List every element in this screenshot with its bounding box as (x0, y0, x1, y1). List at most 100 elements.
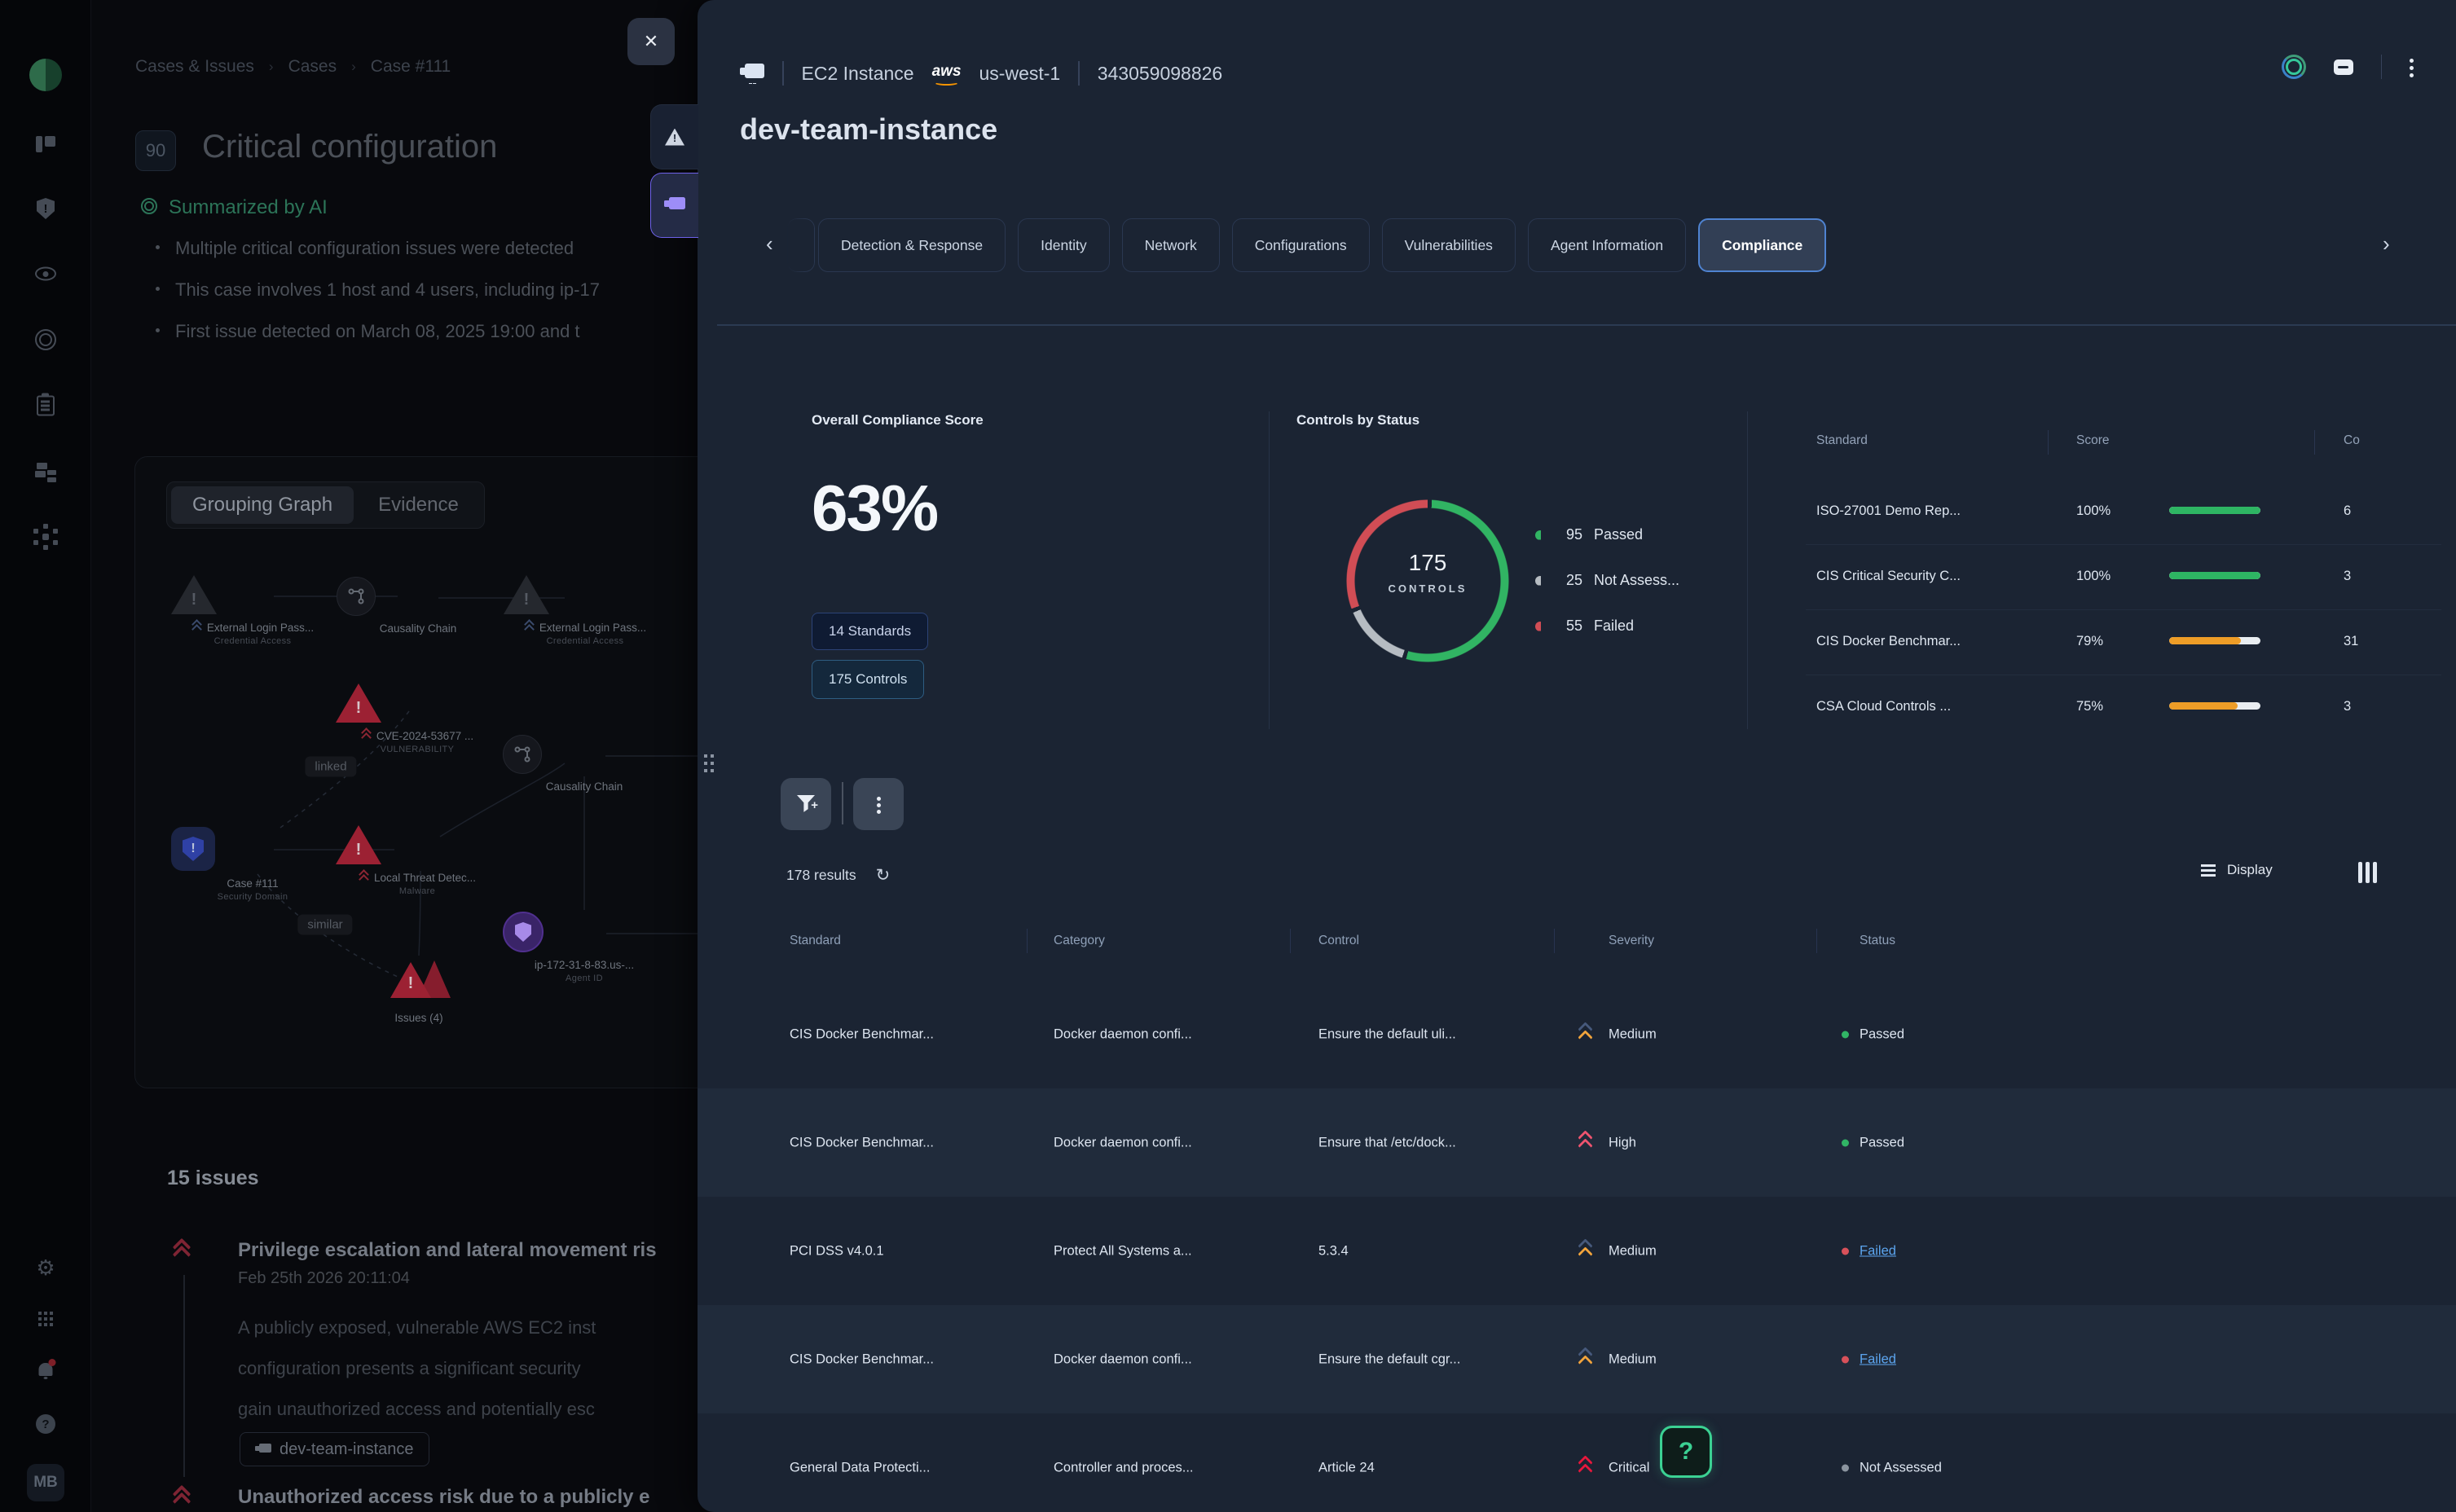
filter-funnel-icon (797, 795, 818, 813)
dashboard-icon[interactable] (36, 136, 55, 152)
controls-count-badge[interactable]: 175 Controls (812, 660, 925, 699)
alerts-side-tab[interactable]: ! (650, 104, 698, 169)
status-text: Not Assessed (1860, 1460, 1942, 1475)
display-button[interactable]: Display (2201, 862, 2273, 878)
graph-node[interactable]: ! Issues (4) (337, 960, 500, 1024)
graph-node[interactable]: ! Local Threat Detec... Malware (336, 825, 499, 896)
graph-node[interactable]: ! CVE-2024-53677 ... VULNERABILITY (336, 683, 499, 754)
tab-vulnerabilities[interactable]: Vulnerabilities (1381, 218, 1516, 272)
tab-detection-response[interactable]: Detection & Response (818, 218, 1006, 272)
ai-bullet: This case involves 1 host and 4 users, i… (156, 279, 600, 300)
standards-col-header[interactable]: Standard (1816, 433, 1868, 447)
case-score-badge: 90 (135, 130, 176, 171)
tabs-scroll-left-icon[interactable]: ‹ (766, 231, 773, 256)
col-category[interactable]: Category (1054, 934, 1105, 947)
col-severity[interactable]: Severity (1609, 934, 1654, 947)
status-text: Passed (1860, 1026, 1905, 1041)
edge-label-similar: similar (297, 914, 353, 935)
issue-description: A publicly exposed, vulnerable AWS EC2 i… (238, 1317, 596, 1419)
status-dot (1842, 1247, 1849, 1255)
breadcrumb-case-111[interactable]: Case #111 (370, 57, 451, 76)
graph-node[interactable]: Causality Chain (503, 735, 666, 793)
tab-identity[interactable]: Identity (1018, 218, 1110, 272)
score-col-header[interactable]: Score (2076, 433, 2110, 447)
user-avatar[interactable]: MB (27, 1464, 64, 1501)
results-count-row: 178 results ↻ (786, 865, 890, 886)
issues-thread-line (183, 1275, 185, 1477)
standards-count-badge[interactable]: 14 Standards (812, 613, 929, 650)
app-grid-icon[interactable] (38, 1312, 42, 1315)
ai-rings-icon[interactable] (2281, 55, 2306, 79)
graph-cluster-icon[interactable] (42, 534, 49, 540)
warning-triangle-icon: ! (504, 575, 549, 614)
drawer-actions (2281, 51, 2414, 83)
col-status[interactable]: Status (1860, 934, 1895, 947)
score-bar (2169, 572, 2260, 579)
aws-logo: aws (932, 63, 962, 86)
breadcrumb: Cases & Issues › Cases › Case #111 (135, 57, 451, 76)
table-row[interactable]: PCI DSS v4.0.1 Protect All Systems a... … (698, 1197, 2456, 1305)
table-row[interactable]: CIS Docker Benchmar... Docker daemon con… (698, 980, 2456, 1088)
tab-network[interactable]: Network (1121, 218, 1220, 272)
graph-node[interactable]: ip-172-31-8-83.us-... Agent ID (503, 912, 666, 983)
settings-gear-icon[interactable]: ⚙ (36, 1255, 55, 1280)
filter-more-button[interactable] (853, 778, 904, 830)
asset-tag-badge[interactable]: dev-team-instance (240, 1432, 429, 1466)
brand-logo-icon[interactable] (29, 59, 62, 91)
inventory-icon[interactable] (35, 463, 56, 479)
tab-agent-information[interactable]: Agent Information (1527, 218, 1687, 272)
score-bar (2169, 507, 2260, 514)
ai-summary-icon (141, 198, 157, 214)
issues-header: 15 issues (167, 1167, 259, 1189)
graph-edges (257, 596, 698, 978)
issues-triangles-icon: ! (390, 960, 451, 1001)
help-cursor: ? (1660, 1426, 1712, 1478)
status-link[interactable]: Failed (1860, 1352, 1896, 1366)
more-options-icon[interactable] (2410, 58, 2414, 63)
tabs-scroll-right-icon[interactable]: › (2383, 231, 2390, 256)
help-icon[interactable]: ? (36, 1414, 55, 1434)
col-standard[interactable]: Standard (790, 934, 841, 947)
graph-node[interactable]: ! External Login Pass... Credential Acce… (504, 575, 667, 646)
breadcrumb-cases[interactable]: Cases (288, 57, 337, 76)
score-bar (2169, 637, 2260, 644)
tab-grouping-graph[interactable]: Grouping Graph (171, 486, 354, 524)
tab-partial[interactable] (787, 218, 815, 272)
filter-button[interactable] (781, 778, 831, 830)
ai-summary-label: Summarized by AI (169, 196, 328, 218)
legend-bullet (1535, 530, 1541, 540)
radar-icon[interactable] (35, 329, 56, 350)
tab-configurations[interactable]: Configurations (1231, 218, 1370, 272)
eye-icon[interactable] (35, 266, 56, 281)
tab-compliance[interactable]: Compliance (1698, 218, 1827, 272)
tab-evidence[interactable]: Evidence (378, 494, 459, 516)
issue-title[interactable]: Privilege escalation and lateral movemen… (238, 1239, 657, 1261)
status-text: Passed (1860, 1135, 1905, 1149)
col-control[interactable]: Control (1318, 934, 1359, 947)
report-icon[interactable] (37, 393, 55, 416)
edge-label-linked: linked (305, 756, 357, 777)
refresh-icon[interactable]: ↻ (875, 866, 891, 885)
table-row[interactable]: CIS Docker Benchmar... Docker daemon con… (698, 1088, 2456, 1197)
bell-icon[interactable] (38, 1359, 56, 1379)
graph-node[interactable]: ! External Login Pass... Credential Acce… (171, 575, 334, 646)
left-sidebar: ! ⚙ ? MB (0, 0, 91, 1512)
score-bar (2169, 702, 2260, 710)
legend-bullet (1535, 621, 1541, 631)
breadcrumb-cases-issues[interactable]: Cases & Issues (135, 57, 254, 76)
status-link[interactable]: Failed (1860, 1243, 1896, 1258)
table-row[interactable]: General Data Protecti... Controller and … (698, 1413, 2456, 1512)
graph-node[interactable]: ! Case #111 Security Domain (171, 827, 334, 902)
graph-node[interactable]: Causality Chain (337, 577, 500, 635)
controls-col-header[interactable]: Co (2344, 433, 2360, 447)
shield-alert-icon[interactable]: ! (37, 198, 55, 219)
columns-button[interactable] (2358, 862, 2377, 883)
table-row[interactable]: CIS Docker Benchmar... Docker daemon con… (698, 1305, 2456, 1413)
chat-icon[interactable] (2333, 59, 2353, 75)
drawer-resize-handle[interactable] (704, 754, 715, 776)
close-drawer-button[interactable]: ✕ (627, 18, 675, 65)
severity-mini-icon (361, 729, 371, 741)
issue-title[interactable]: Unauthorized access risk due to a public… (238, 1486, 650, 1508)
warning-triangle-icon: ! (171, 575, 217, 614)
asset-side-tab[interactable] (650, 173, 698, 238)
